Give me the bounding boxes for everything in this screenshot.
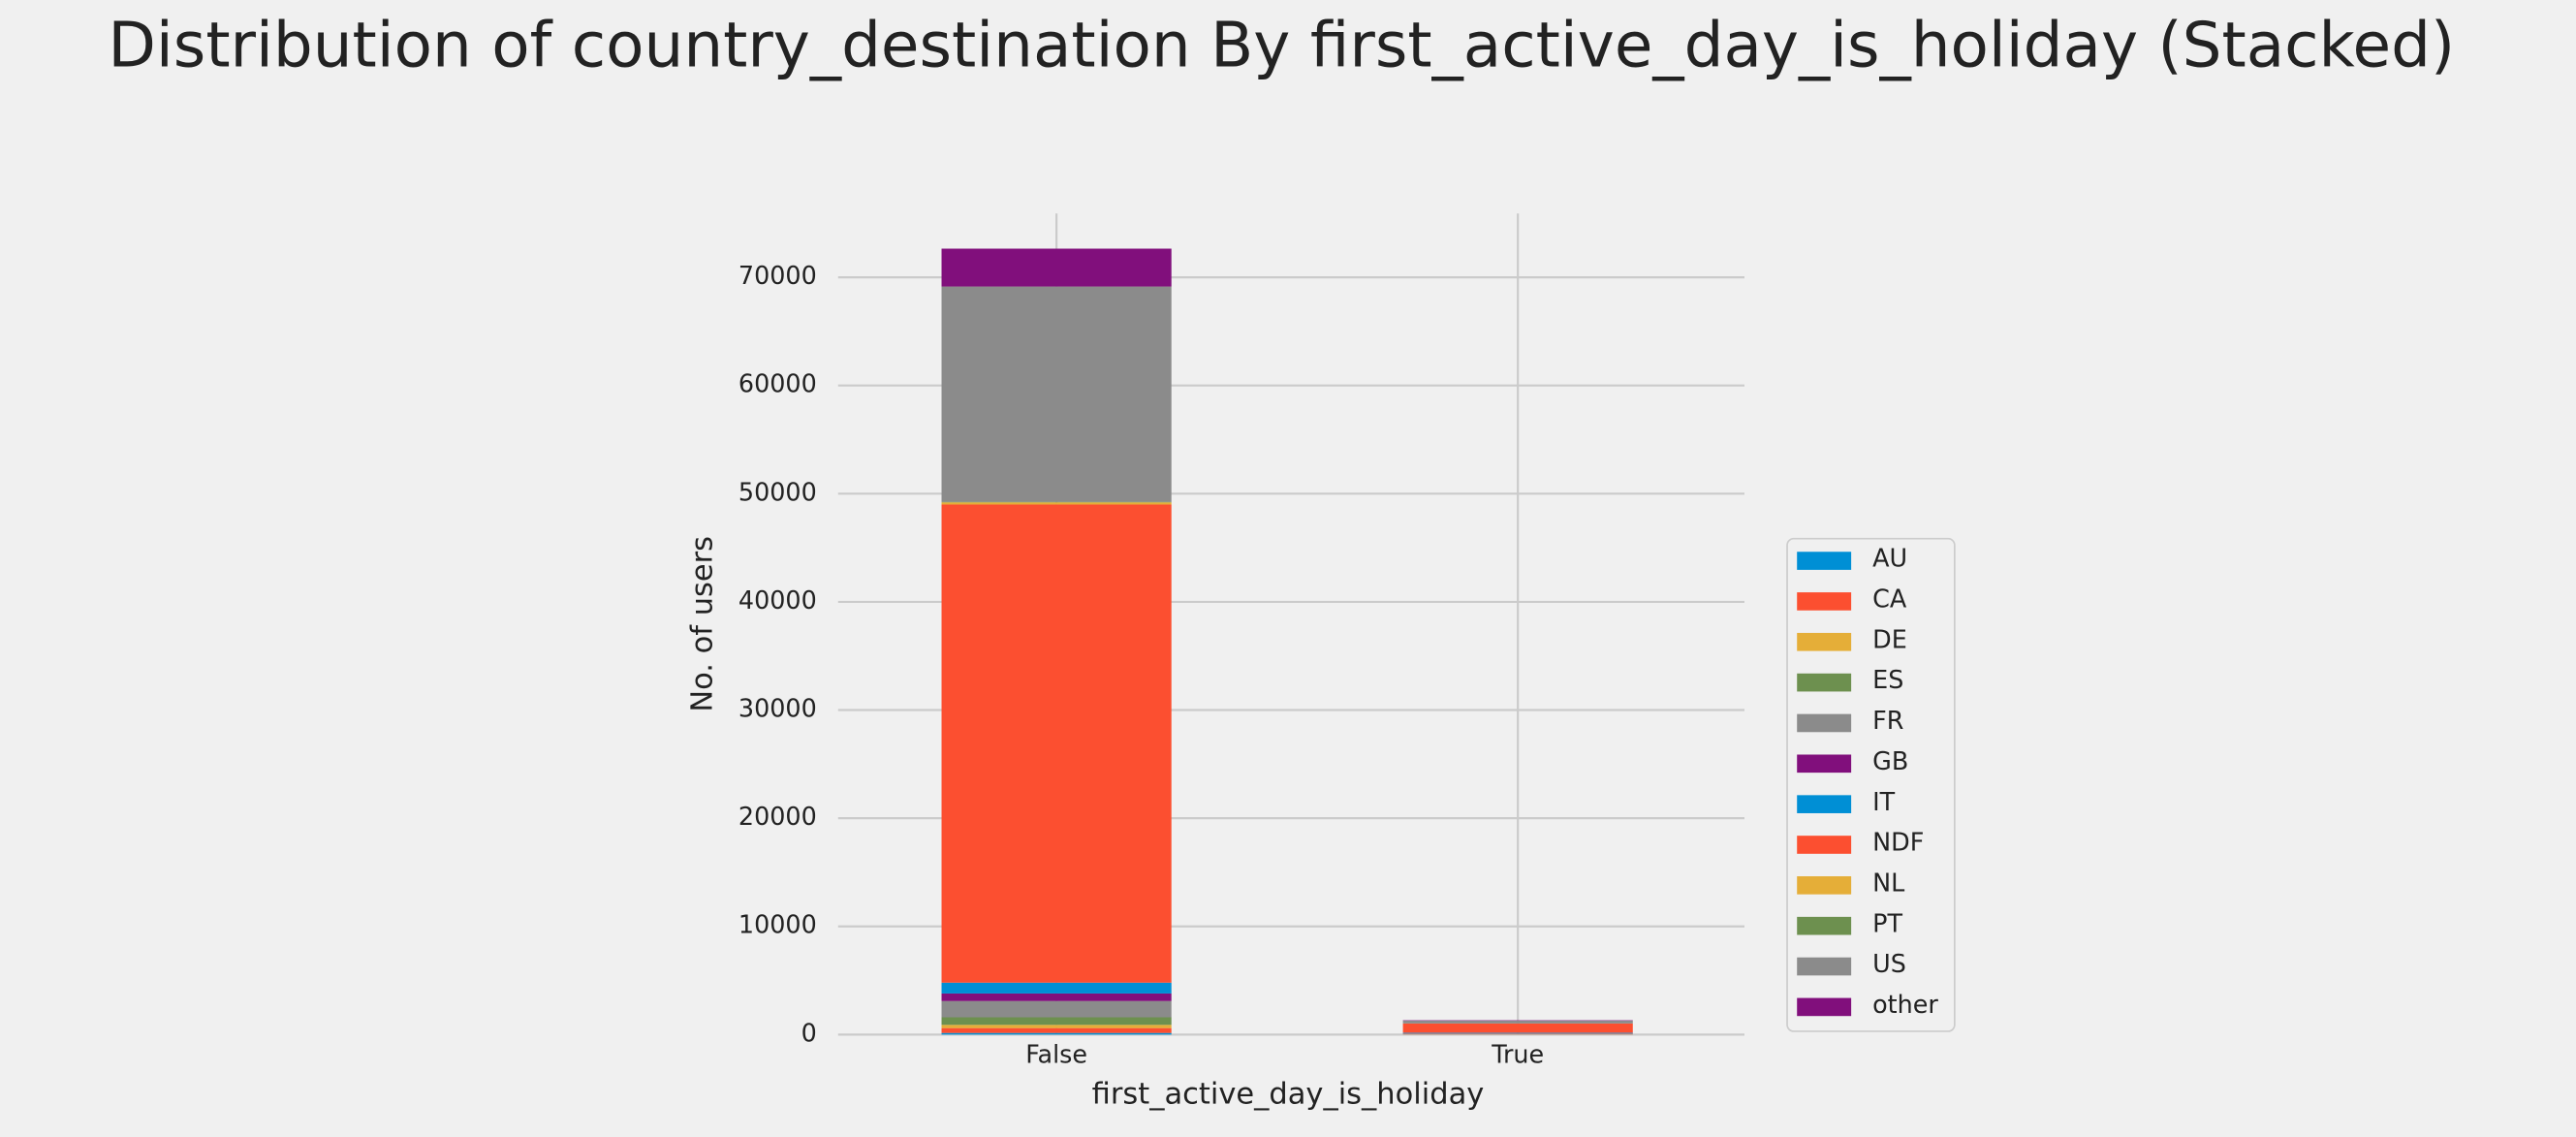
bar-segment xyxy=(942,1028,1172,1033)
legend-label: DE xyxy=(1872,624,1907,653)
legend-label: CA xyxy=(1872,584,1907,614)
y-tick-label: 0 xyxy=(801,1018,817,1047)
legend-label: IT xyxy=(1872,787,1895,816)
legend-label: other xyxy=(1872,990,1938,1019)
y-tick-label: 30000 xyxy=(738,694,817,723)
bar-segment xyxy=(942,983,1172,994)
x-axis-label: first_active_day_is_holiday xyxy=(1092,1078,1485,1112)
legend-swatch xyxy=(1797,674,1851,692)
legend-label: US xyxy=(1872,949,1906,978)
legend-swatch xyxy=(1797,552,1851,570)
legend: AU CA DE ES FR GB IT NDF NL PT US other xyxy=(1787,539,1955,1031)
y-tick-label: 70000 xyxy=(738,261,817,290)
y-tick-label: 20000 xyxy=(738,802,817,831)
x-tick-label: False xyxy=(1025,1039,1087,1068)
legend-label: FR xyxy=(1872,706,1903,735)
bar-segment xyxy=(942,1017,1172,1025)
bar-segment xyxy=(942,1033,1172,1035)
bar-segment xyxy=(942,504,1172,982)
legend-swatch xyxy=(1797,633,1851,651)
bar-segment xyxy=(1403,1021,1633,1024)
legend-label: NDF xyxy=(1872,828,1924,857)
legend-swatch xyxy=(1797,958,1851,976)
y-tick-label: 60000 xyxy=(738,369,817,398)
legend-label: ES xyxy=(1872,665,1903,694)
legend-swatch xyxy=(1797,998,1851,1017)
legend-label: AU xyxy=(1872,544,1907,573)
chart-title: Distribution of country_destination By f… xyxy=(108,9,2455,81)
y-tick-label: 40000 xyxy=(738,585,817,615)
bar-segment xyxy=(1403,1033,1633,1034)
legend-swatch xyxy=(1797,754,1851,773)
legend-label: NL xyxy=(1872,868,1905,897)
bar-segment xyxy=(942,1025,1172,1027)
legend-swatch xyxy=(1797,592,1851,611)
legend-swatch xyxy=(1797,714,1851,733)
bar-segment xyxy=(1403,1024,1633,1032)
legend-swatch xyxy=(1797,876,1851,895)
bar-segment xyxy=(942,287,1172,502)
bar-segment xyxy=(942,994,1172,1001)
y-tick-label: 10000 xyxy=(738,910,817,939)
legend-swatch xyxy=(1797,795,1851,813)
bar-segment xyxy=(942,1001,1172,1018)
y-tick-label: 50000 xyxy=(738,477,817,506)
y-axis-label: No. of users xyxy=(685,536,719,712)
bar-segment xyxy=(942,502,1172,504)
x-tick-label: True xyxy=(1491,1039,1544,1068)
bar-segment xyxy=(942,249,1172,287)
legend-swatch xyxy=(1797,836,1851,854)
bar-segment xyxy=(942,502,1172,503)
legend-label: GB xyxy=(1872,746,1908,775)
legend-swatch xyxy=(1797,917,1851,935)
legend-label: PT xyxy=(1872,908,1902,937)
